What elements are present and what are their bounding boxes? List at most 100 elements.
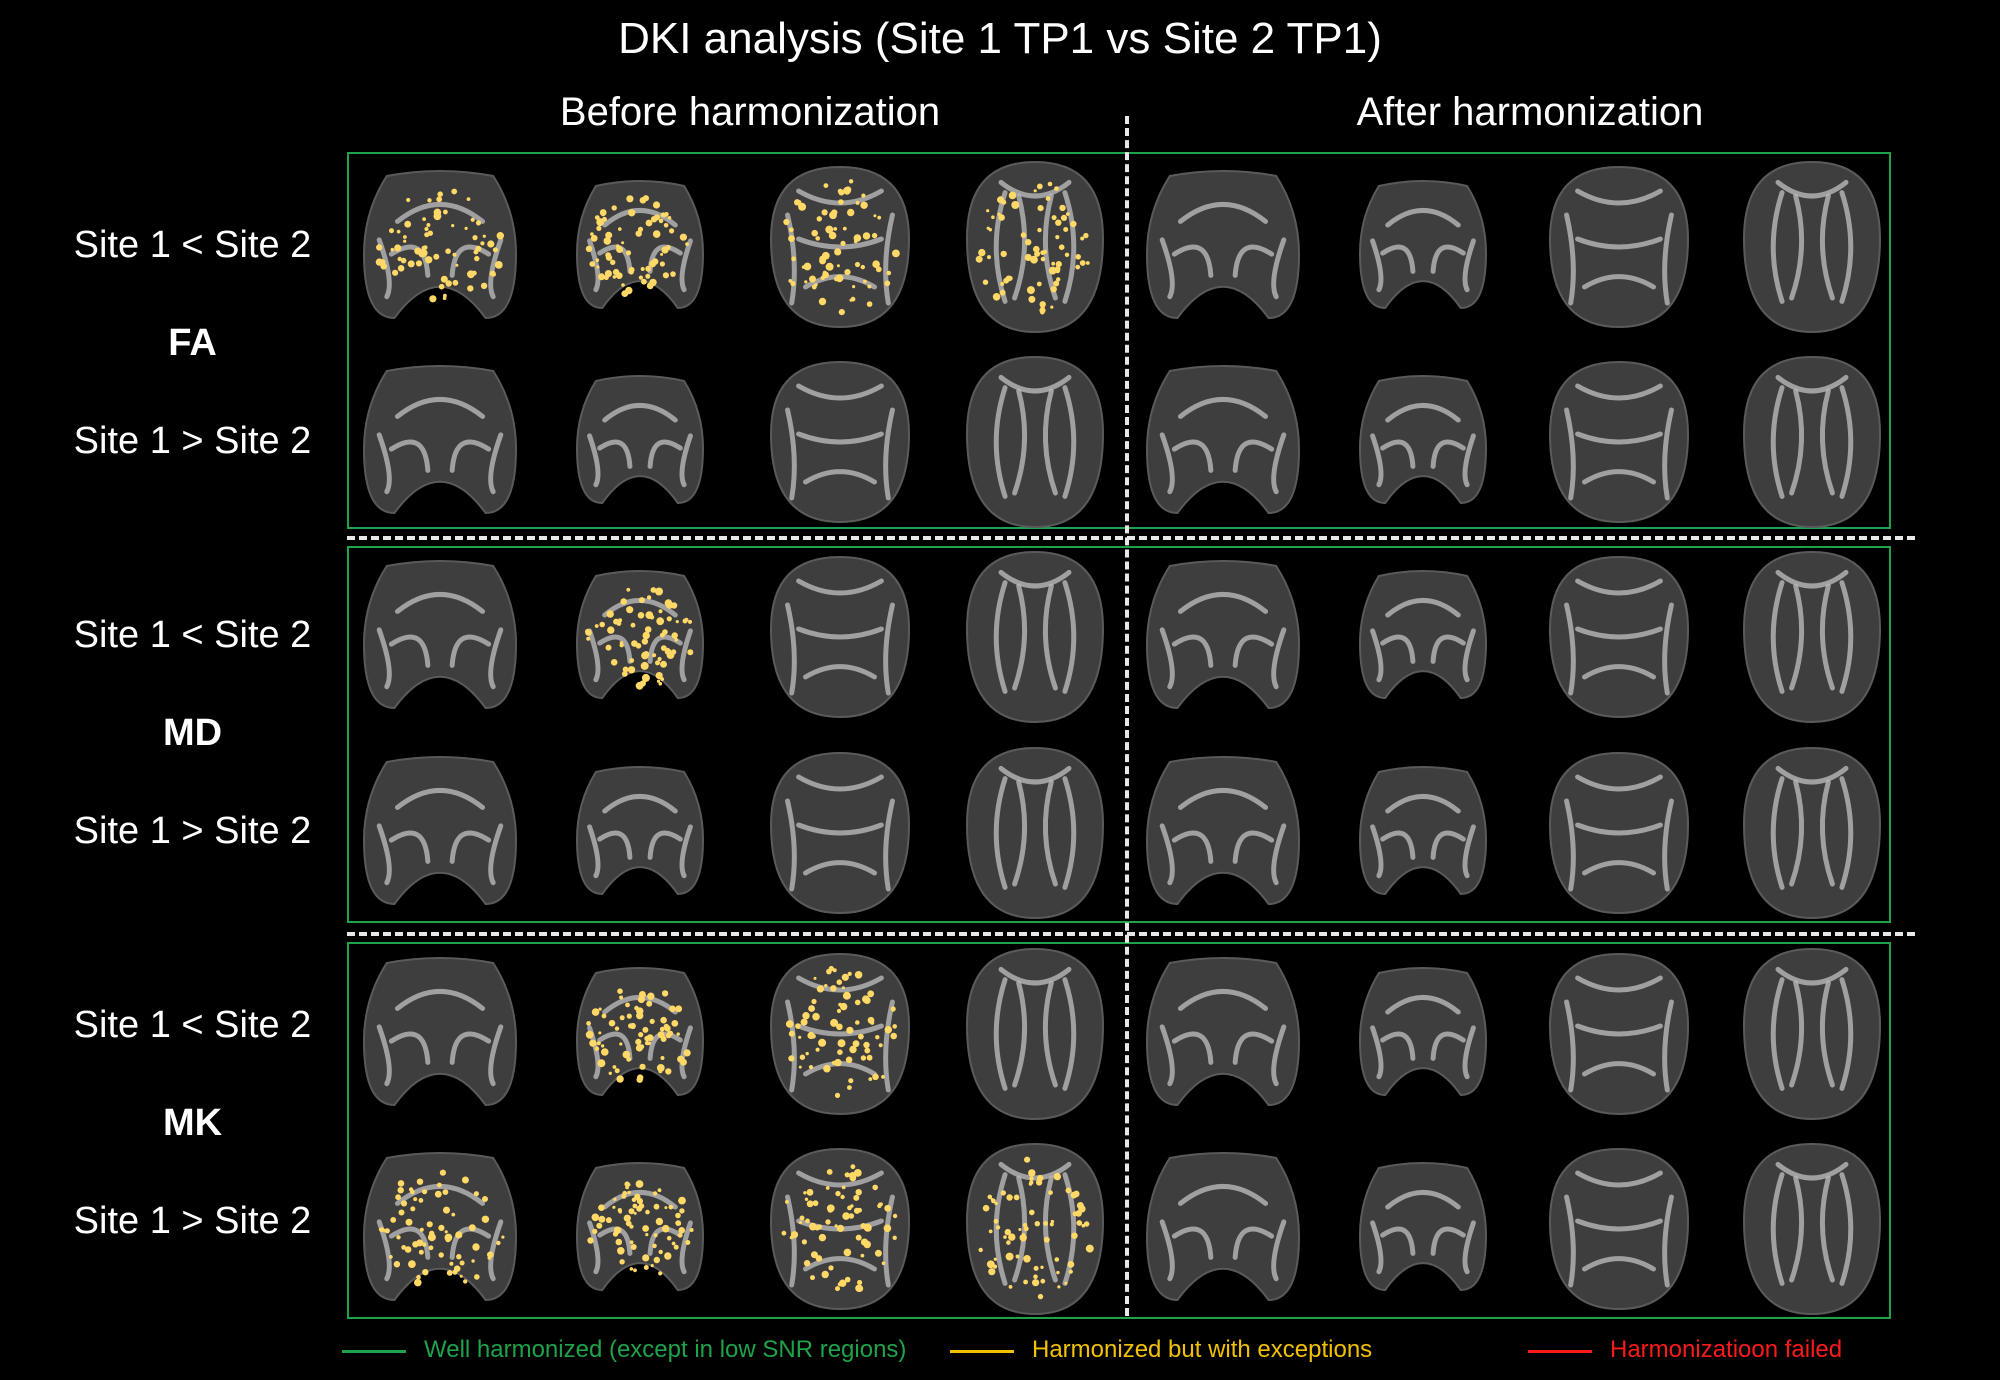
significance-cluster bbox=[789, 227, 794, 233]
significance-cluster bbox=[662, 213, 667, 218]
significance-cluster bbox=[626, 1056, 632, 1062]
significance-cluster bbox=[825, 225, 834, 234]
significance-cluster bbox=[1024, 1156, 1031, 1163]
significance-cluster bbox=[798, 202, 807, 211]
before-axial-b-slice bbox=[965, 1142, 1105, 1316]
group-divider bbox=[347, 536, 1915, 540]
significance-cluster bbox=[475, 220, 482, 226]
significance-cluster bbox=[836, 1224, 845, 1232]
significance-cluster bbox=[852, 285, 856, 289]
after-axial-a-slice bbox=[1548, 751, 1690, 915]
significance-cluster bbox=[1055, 235, 1060, 240]
significance-cluster bbox=[1043, 1236, 1050, 1243]
significance-cluster bbox=[1007, 275, 1013, 281]
significance-cluster bbox=[666, 1235, 672, 1241]
significance-cluster bbox=[596, 1222, 603, 1229]
significance-cluster bbox=[1028, 1169, 1036, 1177]
significance-cluster bbox=[626, 195, 634, 203]
significance-cluster bbox=[594, 1046, 600, 1052]
significance-cluster bbox=[383, 1228, 388, 1233]
significance-cluster bbox=[443, 1206, 450, 1214]
significance-cluster bbox=[446, 1270, 453, 1276]
significance-cluster bbox=[598, 1031, 602, 1035]
significance-cluster bbox=[667, 216, 672, 220]
significance-cluster bbox=[631, 1197, 637, 1203]
significance-cluster bbox=[604, 270, 612, 278]
significance-cluster bbox=[619, 1042, 623, 1046]
significance-cluster bbox=[388, 1255, 393, 1259]
significance-cluster bbox=[410, 1206, 416, 1212]
significance-cluster bbox=[1036, 281, 1042, 287]
significance-cluster bbox=[629, 1022, 636, 1030]
significance-cluster bbox=[1000, 1190, 1006, 1196]
significance-cluster bbox=[990, 1198, 994, 1201]
significance-cluster bbox=[1048, 1190, 1053, 1195]
significance-cluster bbox=[645, 1209, 650, 1215]
significance-cluster bbox=[629, 658, 635, 663]
significance-cluster bbox=[1060, 214, 1068, 221]
significance-cluster bbox=[585, 629, 592, 636]
significance-cluster bbox=[599, 621, 605, 628]
significance-cluster bbox=[433, 253, 440, 260]
significance-cluster bbox=[591, 1008, 600, 1016]
significance-cluster bbox=[679, 233, 687, 241]
significance-cluster bbox=[849, 1045, 857, 1054]
before-axial-b-slice bbox=[965, 550, 1105, 724]
significance-cluster bbox=[467, 285, 474, 292]
significance-cluster bbox=[397, 256, 402, 262]
significance-cluster bbox=[886, 270, 892, 276]
significance-cluster bbox=[799, 1054, 806, 1060]
significance-cluster bbox=[975, 255, 983, 263]
significance-cluster bbox=[783, 218, 790, 226]
significance-cluster bbox=[825, 262, 834, 271]
significance-cluster bbox=[687, 649, 694, 656]
significance-cluster bbox=[660, 1016, 667, 1024]
significance-cluster bbox=[629, 1224, 634, 1229]
significance-cluster bbox=[688, 619, 692, 624]
significance-cluster bbox=[615, 272, 623, 279]
significance-cluster bbox=[658, 609, 663, 614]
row-label-greater: Site 1 > Site 2 bbox=[73, 420, 312, 462]
significance-cluster bbox=[1023, 1255, 1031, 1263]
significance-cluster bbox=[403, 239, 407, 243]
significance-cluster bbox=[1032, 1279, 1040, 1287]
significance-cluster bbox=[621, 671, 628, 677]
significance-cluster bbox=[655, 1217, 664, 1226]
before-coronal-a-slice bbox=[362, 957, 518, 1107]
significance-cluster bbox=[1043, 1221, 1049, 1226]
after-axial-b-slice bbox=[1742, 550, 1882, 724]
significance-cluster bbox=[638, 1032, 644, 1038]
significance-cluster bbox=[626, 1013, 632, 1019]
significance-cluster bbox=[803, 1191, 807, 1195]
significance-cluster bbox=[819, 255, 826, 262]
significance-cluster bbox=[650, 587, 657, 593]
significance-cluster bbox=[473, 1191, 479, 1197]
significance-cluster bbox=[445, 1236, 451, 1243]
significance-cluster bbox=[798, 1065, 802, 1069]
significance-cluster bbox=[1026, 286, 1035, 295]
significance-cluster bbox=[816, 985, 824, 993]
significance-cluster bbox=[866, 1054, 873, 1061]
significance-cluster bbox=[1013, 1194, 1020, 1201]
row-label-greater: Site 1 > Site 2 bbox=[73, 810, 312, 852]
significance-cluster bbox=[1030, 255, 1038, 264]
significance-cluster bbox=[683, 1049, 691, 1057]
significance-cluster bbox=[661, 1224, 670, 1233]
significance-cluster bbox=[834, 248, 842, 256]
significance-cluster bbox=[1065, 212, 1070, 216]
significance-cluster bbox=[590, 234, 598, 242]
significance-cluster bbox=[496, 1240, 501, 1246]
significance-cluster bbox=[833, 227, 838, 231]
significance-cluster bbox=[837, 1049, 843, 1055]
significance-cluster bbox=[471, 270, 477, 276]
significance-cluster bbox=[993, 1257, 997, 1261]
significance-cluster bbox=[655, 672, 663, 680]
significance-cluster bbox=[826, 1169, 833, 1175]
legend-line-well bbox=[342, 1350, 406, 1353]
significance-cluster bbox=[412, 1241, 419, 1248]
significance-cluster bbox=[1006, 1240, 1011, 1245]
significance-cluster bbox=[394, 244, 402, 252]
significance-cluster bbox=[864, 1047, 871, 1054]
significance-cluster bbox=[801, 1239, 807, 1245]
significance-cluster bbox=[607, 626, 615, 634]
